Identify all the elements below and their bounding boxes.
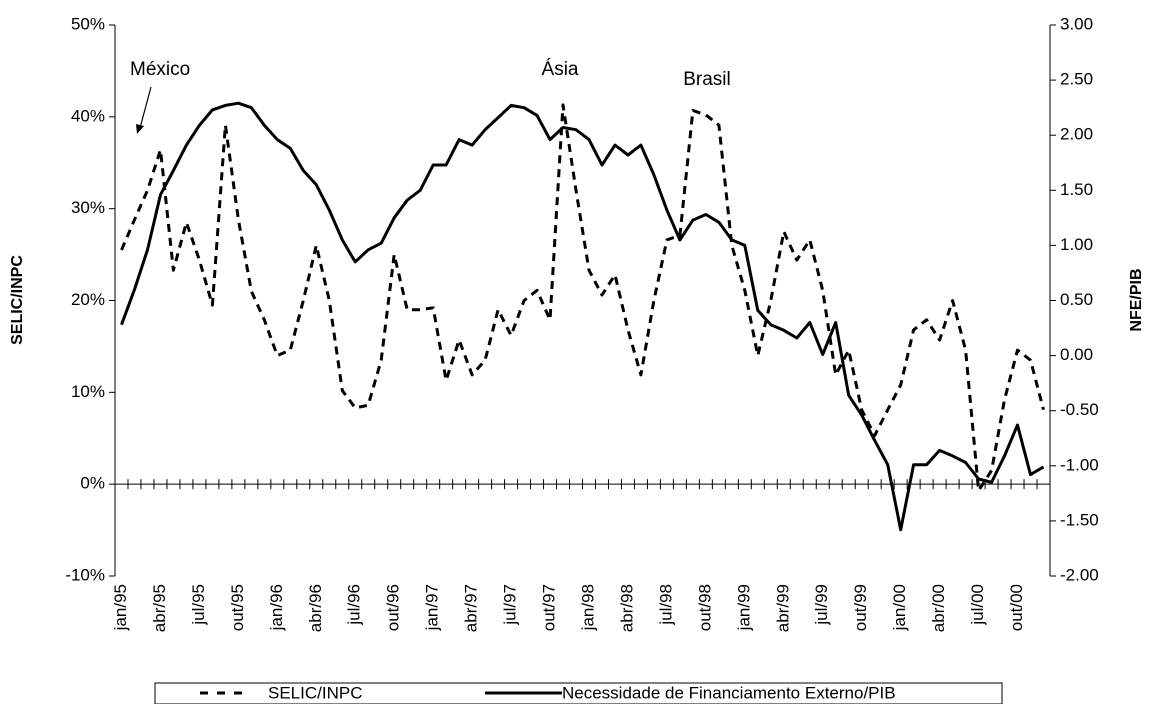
y2-axis-title: NFE/PIB xyxy=(1128,268,1145,331)
annotation: México xyxy=(130,59,190,80)
x-tick-label: abr/98 xyxy=(617,584,636,632)
y-tick-label: 10% xyxy=(71,382,105,401)
arrow-head xyxy=(136,124,144,134)
x-tick-label: jul/95 xyxy=(189,584,208,626)
x-tick-label: jan/95 xyxy=(111,584,130,631)
y2-tick-label: 1.00 xyxy=(1060,235,1093,254)
y-tick-label: 20% xyxy=(71,290,105,309)
x-tick-label: jan/99 xyxy=(734,584,753,631)
y2-tick-label: -1.50 xyxy=(1060,510,1099,529)
y2-tick-label: 3.00 xyxy=(1060,14,1093,33)
x-tick-label: out/96 xyxy=(384,584,403,631)
x-tick-label: jul/99 xyxy=(812,584,831,626)
x-tick-label: out/98 xyxy=(695,584,714,631)
x-tick-label: abr/95 xyxy=(150,584,169,632)
x-tick-label: out/97 xyxy=(540,584,559,631)
y2-tick-label: 2.00 xyxy=(1060,125,1093,144)
x-tick-label: jan/97 xyxy=(423,584,442,631)
annotation: Brasil xyxy=(683,69,731,90)
y2-tick-label: 0.00 xyxy=(1060,345,1093,364)
y2-tick-label: -2.00 xyxy=(1060,565,1099,584)
x-tick-label: jul/96 xyxy=(345,584,364,626)
x-tick-label: out/99 xyxy=(851,584,870,631)
y-tick-label: 30% xyxy=(71,198,105,217)
y-tick-label: -10% xyxy=(65,565,105,584)
x-tick-label: jan/98 xyxy=(578,584,597,631)
x-tick-label: out/95 xyxy=(228,584,247,631)
x-tick-label: abr/00 xyxy=(929,584,948,632)
legend-box xyxy=(154,682,1003,704)
series-line xyxy=(120,101,1045,532)
y2-tick-label: 0.50 xyxy=(1060,290,1093,309)
y2-tick-label: 2.50 xyxy=(1060,70,1093,89)
y-tick-label: 50% xyxy=(71,14,105,33)
legend: SELIC/INPC Necessidade de Financiamento E… xyxy=(200,683,896,702)
y-tick-label: 0% xyxy=(80,474,105,493)
annotation: Ásia xyxy=(542,59,579,80)
y-axis-title: SELIC/INPC xyxy=(9,255,26,345)
legend-label: Necessidade de Financiamento Externo/PIB xyxy=(562,683,896,702)
y-tick-label: 40% xyxy=(71,106,105,125)
x-tick-label: out/00 xyxy=(1007,584,1026,631)
x-tick-label: abr/97 xyxy=(462,584,481,632)
legend-label: SELIC/INPC xyxy=(268,683,362,702)
y2-tick-label: 1.50 xyxy=(1060,180,1093,199)
annotation-arrow xyxy=(139,86,152,129)
series-line xyxy=(120,103,1045,493)
y2-tick-label: -0.50 xyxy=(1060,400,1099,419)
x-tick-label: abr/96 xyxy=(306,584,325,632)
x-tick-label: jul/97 xyxy=(501,584,520,626)
x-tick-label: jan/00 xyxy=(890,584,909,631)
y2-tick-label: -1.00 xyxy=(1060,455,1099,474)
x-tick-label: abr/99 xyxy=(773,584,792,632)
x-tick-label: jan/96 xyxy=(267,584,286,631)
x-tick-label: jul/00 xyxy=(968,584,987,626)
x-tick-label: jul/98 xyxy=(656,584,675,626)
